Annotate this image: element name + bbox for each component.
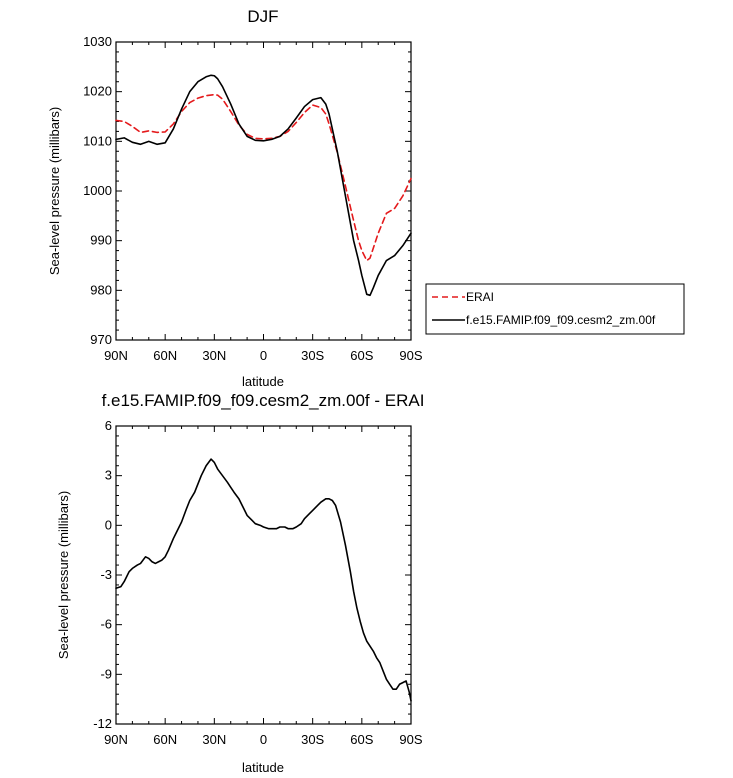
top-x-tick-label: 30N bbox=[202, 348, 226, 363]
top-y-axis-label: Sea-level pressure (millibars) bbox=[47, 107, 62, 275]
top-x-axis-label: latitude bbox=[242, 374, 284, 389]
bottom-x-tick-label: 90N bbox=[104, 732, 128, 747]
top-y-tick-label: 1020 bbox=[83, 84, 112, 99]
bottom-plot-frame bbox=[115, 425, 412, 725]
top-y-tick-label: 980 bbox=[90, 282, 112, 297]
bottom-y-tick-label: 0 bbox=[105, 517, 112, 532]
top-x-tick-label: 0 bbox=[260, 348, 267, 363]
bottom-y-ticks: -12 -9 -6 -3 0 3 6 bbox=[93, 418, 411, 731]
top-x-ticks: 90N 60N 30N 0 30S 60S 90S bbox=[104, 42, 423, 363]
top-y-tick-label: 1000 bbox=[83, 183, 112, 198]
top-x-tick-label: 90N bbox=[104, 348, 128, 363]
bottom-x-tick-label: 60N bbox=[153, 732, 177, 747]
top-series bbox=[115, 74, 412, 297]
bottom-panel: f.e15.FAMIP.f09_f09.cesm2_zm.00f - ERAI … bbox=[56, 391, 424, 775]
bottom-y-tick-label: -3 bbox=[100, 567, 112, 582]
bottom-y-axis-label: Sea-level pressure (millibars) bbox=[56, 491, 71, 659]
top-y-tick-label: 1010 bbox=[83, 133, 112, 148]
top-x-tick-label: 60S bbox=[350, 348, 373, 363]
bottom-y-tick-label: -9 bbox=[100, 666, 112, 681]
legend-label-model: f.e15.FAMIP.f09_f09.cesm2_zm.00f bbox=[466, 313, 656, 327]
bottom-x-tick-label: 90S bbox=[399, 732, 422, 747]
top-series-line-model bbox=[115, 74, 412, 297]
bottom-x-ticks: 90N 60N 30N 0 30S 60S 90S bbox=[104, 426, 423, 747]
bottom-series-line-difference bbox=[115, 458, 412, 702]
top-panel: DJF 90N 60N 30N 0 30S 60S 90S 970 980 990 1000 101… bbox=[47, 7, 423, 389]
bottom-y-tick-label: 6 bbox=[105, 418, 112, 433]
bottom-x-tick-label: 0 bbox=[260, 732, 267, 747]
top-y-tick-label: 990 bbox=[90, 233, 112, 248]
legend-box bbox=[425, 283, 685, 335]
top-x-tick-label: 60N bbox=[153, 348, 177, 363]
top-y-tick-label: 1030 bbox=[83, 34, 112, 49]
top-x-tick-label: 30S bbox=[301, 348, 324, 363]
bottom-x-tick-label: 30S bbox=[301, 732, 324, 747]
legend-label-erai: ERAI bbox=[466, 290, 494, 304]
bottom-x-tick-label: 60S bbox=[350, 732, 373, 747]
top-x-tick-label: 90S bbox=[399, 348, 422, 363]
top-plot-frame bbox=[115, 41, 412, 341]
bottom-chart-title: f.e15.FAMIP.f09_f09.cesm2_zm.00f - ERAI bbox=[102, 391, 425, 410]
bottom-x-axis-label: latitude bbox=[242, 760, 284, 775]
bottom-series bbox=[115, 458, 412, 702]
bottom-x-tick-label: 30N bbox=[202, 732, 226, 747]
top-y-ticks: 970 980 990 1000 1010 1020 1030 bbox=[83, 34, 411, 347]
legend: ERAI f.e15.FAMIP.f09_f09.cesm2_zm.00f bbox=[425, 283, 685, 335]
top-series-line-erai bbox=[115, 93, 412, 262]
bottom-y-tick-label: -12 bbox=[93, 716, 112, 731]
top-y-tick-label: 970 bbox=[90, 332, 112, 347]
bottom-y-tick-label: -6 bbox=[100, 617, 112, 632]
top-chart-title: DJF bbox=[247, 7, 278, 26]
bottom-y-tick-label: 3 bbox=[105, 468, 112, 483]
